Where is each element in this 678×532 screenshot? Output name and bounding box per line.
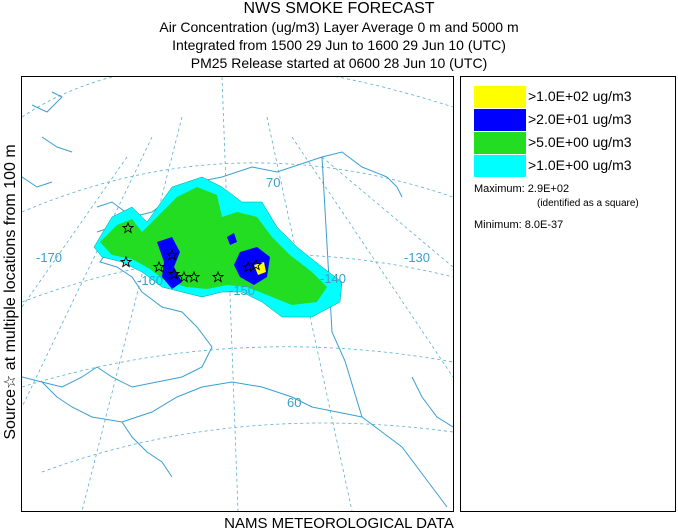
coast-segment bbox=[22, 376, 448, 508]
coast-segment bbox=[22, 176, 53, 188]
lon-label-150: -150 bbox=[229, 283, 255, 298]
minimum-row: Minimum: 8.0E-37 bbox=[474, 219, 563, 231]
forecast-title: NWS SMOKE FORECAST bbox=[243, 0, 435, 17]
maximum-value: 2.9E+02 bbox=[527, 183, 570, 195]
alaska-map: -170 -160 -150 -140 -130 70 60 bbox=[22, 77, 453, 511]
contour-level-3 bbox=[157, 237, 182, 289]
graticule bbox=[22, 77, 453, 511]
legend-label: >1.0E+02 ug/m3 bbox=[528, 88, 632, 104]
source-side-label: Source☆ at multiple locations from 100 m bbox=[2, 144, 19, 440]
concentration-subtitle: Air Concentration (ug/m3) Layer Average … bbox=[159, 19, 519, 35]
coast-segment bbox=[31, 91, 63, 113]
legend-label: >1.0E+00 ug/m3 bbox=[528, 157, 632, 173]
lat-label-60: 60 bbox=[287, 395, 301, 410]
meridian-line bbox=[221, 77, 239, 511]
source-star bbox=[121, 221, 135, 234]
contour-level-2 bbox=[100, 187, 327, 305]
coast-segment bbox=[41, 136, 73, 153]
legend-swatch-cyan bbox=[474, 155, 526, 177]
meridian-line bbox=[22, 136, 153, 408]
source-star bbox=[249, 258, 263, 271]
legend-swatch-blue bbox=[474, 109, 526, 131]
lat-label-70: 70 bbox=[266, 175, 280, 190]
parallel-line bbox=[41, 422, 453, 473]
smoke-plume bbox=[93, 176, 343, 318]
legend-swatch-yellow bbox=[474, 86, 526, 108]
parallel-line bbox=[22, 346, 453, 388]
contour-level-4 bbox=[254, 262, 266, 275]
legend-swatch-green bbox=[474, 132, 526, 154]
meridian-line bbox=[291, 136, 453, 378]
coast-segment bbox=[121, 421, 173, 478]
maximum-note: (identified as a square) bbox=[537, 198, 639, 209]
border-line bbox=[321, 156, 363, 418]
coast-segment bbox=[41, 366, 98, 388]
coastline bbox=[22, 91, 453, 508]
contour-edge bbox=[93, 176, 343, 318]
source-markers bbox=[119, 221, 263, 283]
meridian-line bbox=[321, 156, 453, 268]
source-star bbox=[211, 270, 225, 283]
parallel-line bbox=[22, 162, 453, 213]
maximum-row: Maximum: 2.9E+02 bbox=[474, 183, 569, 195]
release-info: PM25 Release started at 0600 28 Jun 10 (… bbox=[190, 55, 488, 71]
source-star bbox=[187, 270, 201, 283]
lon-label-140: -140 bbox=[320, 271, 346, 286]
meridian-line bbox=[22, 156, 128, 308]
coast-segment bbox=[411, 376, 453, 428]
minimum-label: Minimum: bbox=[474, 219, 522, 231]
meteorological-data-footer: NAMS METEOROLOGICAL DATA bbox=[224, 515, 454, 532]
meridian-line bbox=[81, 116, 183, 511]
coast-segment bbox=[386, 176, 403, 198]
source-star bbox=[152, 260, 166, 273]
contour-level-3 bbox=[227, 233, 237, 245]
parallel-line bbox=[22, 77, 453, 118]
source-star bbox=[241, 260, 255, 273]
meridian-line bbox=[266, 116, 353, 511]
source-star bbox=[119, 255, 133, 268]
lon-label-170: -170 bbox=[36, 250, 62, 265]
minimum-value: 8.0E-37 bbox=[524, 219, 564, 231]
lon-label-130: -130 bbox=[404, 250, 430, 265]
map-panel: -170 -160 -150 -140 -130 70 60 bbox=[21, 76, 454, 512]
legend-panel: >1.0E+02 ug/m3 >2.0E+01 ug/m3 >5.0E+00 u… bbox=[460, 76, 676, 512]
maximum-label: Maximum: bbox=[474, 183, 525, 195]
legend-label: >5.0E+00 ug/m3 bbox=[528, 134, 632, 150]
integration-period: Integrated from 1500 29 Jun to 1600 29 J… bbox=[172, 37, 506, 53]
source-star bbox=[167, 267, 181, 280]
lon-label-160: -160 bbox=[137, 273, 163, 288]
source-side-label-container: Source☆ at multiple locations from 100 m bbox=[0, 74, 20, 510]
legend-label: >2.0E+01 ug/m3 bbox=[528, 111, 632, 127]
source-star bbox=[177, 270, 191, 283]
source-star bbox=[165, 248, 179, 261]
